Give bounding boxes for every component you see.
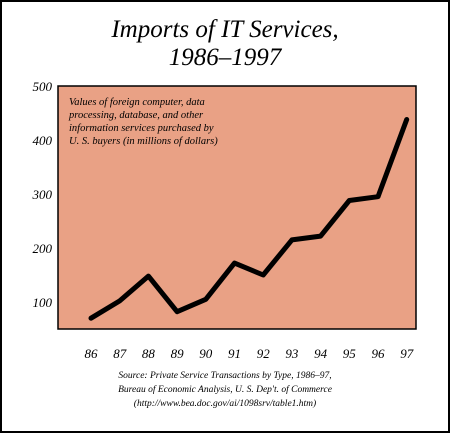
annotation-line: Values of foreign computer, data bbox=[69, 97, 205, 108]
x-tick-label: 86 bbox=[85, 346, 99, 361]
annotation-line: information services purchased by bbox=[69, 123, 214, 134]
x-tick-label: 90 bbox=[199, 346, 213, 361]
x-tick-label: 94 bbox=[314, 346, 328, 361]
source-line-2: Bureau of Economic Analysis, U. S. Dep't… bbox=[2, 384, 448, 397]
x-tick-label: 93 bbox=[285, 346, 299, 361]
x-axis: 86 87 88 89 90 91 92 93 94 95 96 97 bbox=[85, 346, 414, 361]
source-line-3: (http://www.bea.doc.gov/ai/1098srv/table… bbox=[2, 398, 448, 411]
x-tick-label: 92 bbox=[257, 346, 271, 361]
x-tick-label: 95 bbox=[343, 346, 357, 361]
y-tick-label: 500 bbox=[33, 79, 53, 94]
y-tick-label: 400 bbox=[33, 133, 53, 148]
annotation-line: processing, database, and other bbox=[68, 110, 204, 121]
x-tick-label: 96 bbox=[372, 346, 386, 361]
source-line-1: Source: Private Service Transactions by … bbox=[2, 370, 448, 383]
x-tick-label: 91 bbox=[228, 346, 241, 361]
x-tick-label: 89 bbox=[171, 346, 185, 361]
annotation-line: U. S. buyers (in millions of dollars) bbox=[69, 136, 218, 147]
y-tick-label: 300 bbox=[32, 187, 53, 202]
x-tick-label: 88 bbox=[142, 346, 156, 361]
x-tick-label: 87 bbox=[113, 346, 127, 361]
y-axis: 100 200 300 400 500 bbox=[32, 79, 53, 310]
x-tick-label: 97 bbox=[400, 346, 414, 361]
y-tick-label: 200 bbox=[33, 241, 53, 256]
y-tick-label: 100 bbox=[33, 295, 53, 310]
